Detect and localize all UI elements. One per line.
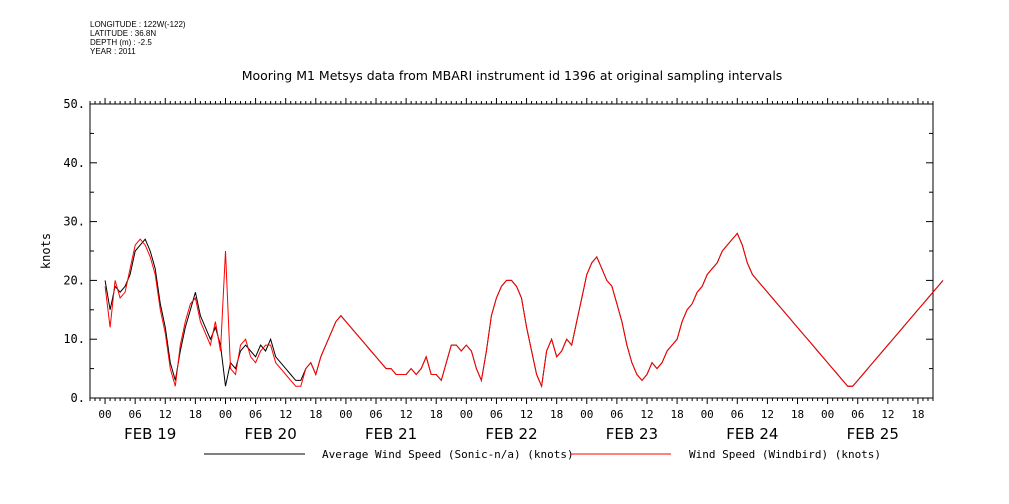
x-hour-label: 00 [701,408,714,421]
x-hour-label: 18 [791,408,804,421]
x-day-label: FEB 21 [365,425,417,443]
y-tick-label: 30. [63,215,85,229]
longitude-text: LONGITUDE : 122W(-122) [90,20,186,29]
legend-label-windbird: Wind Speed (Windbird) (knots) [689,448,881,461]
x-day-label: FEB 25 [847,425,899,443]
year-text: YEAR : 2011 [90,47,136,56]
x-hour-label: 06 [610,408,623,421]
x-day-label: FEB 19 [124,425,176,443]
x-hour-label: 00 [98,408,111,421]
chart-title: Mooring M1 Metsys data from MBARI instru… [242,68,783,83]
x-day-label: FEB 20 [245,425,297,443]
legend: Average Wind Speed (Sonic-n/a) (knots) W… [204,448,881,461]
legend-label-average-wind: Average Wind Speed (Sonic-n/a) (knots) [322,448,574,461]
x-hour-label: 12 [520,408,533,421]
y-axis-label: knots [39,233,53,269]
x-hour-label: 06 [129,408,142,421]
series-group [104,232,944,389]
x-hour-label: 00 [821,408,834,421]
x-hour-label: 00 [460,408,473,421]
x-axis-ticks: 00 06 12 18 00 06 12 18 00 06 12 18 00 06 12 18 00 06 12 18… [89,98,934,443]
x-hour-label: 00 [219,408,232,421]
depth-text: DEPTH (m) : -2.5 [90,38,152,47]
latitude-text: LATITUDE : 36.8N [90,29,157,38]
y-tick-label: 0. [71,391,85,405]
y-tick-label: 40. [63,156,85,170]
x-hour-label: 12 [400,408,413,421]
x-hour-label: 18 [189,408,202,421]
y-axis-ticks: 0. 10. 20. 30. 40. 50. [63,97,933,405]
y-tick-label: 50. [63,97,85,111]
x-hour-label: 12 [640,408,653,421]
x-hour-label: 18 [430,408,443,421]
x-day-label: FEB 24 [726,425,778,443]
x-hour-label: 06 [851,408,864,421]
metadata-block: LONGITUDE : 122W(-122) LATITUDE : 36.8N … [90,20,186,56]
x-hour-label: 06 [369,408,382,421]
y-tick-label: 10. [63,332,85,346]
series-line-windbird [104,232,944,389]
x-hour-label: 18 [670,408,683,421]
x-hour-label: 12 [761,408,774,421]
x-hour-label: 06 [490,408,503,421]
x-hour-label: 00 [580,408,593,421]
x-hour-label: 12 [159,408,172,421]
x-hour-label: 18 [309,408,322,421]
y-tick-label: 20. [63,273,85,287]
plot-frame [89,103,934,399]
x-day-label: FEB 22 [485,425,537,443]
x-day-label: FEB 23 [606,425,658,443]
x-hour-label: 06 [249,408,262,421]
x-hour-label: 18 [550,408,563,421]
x-hour-label: 12 [279,408,292,421]
x-hour-label: 18 [911,408,924,421]
x-hour-label: 12 [881,408,894,421]
x-hour-label: 06 [731,408,744,421]
x-hour-label: 00 [339,408,352,421]
